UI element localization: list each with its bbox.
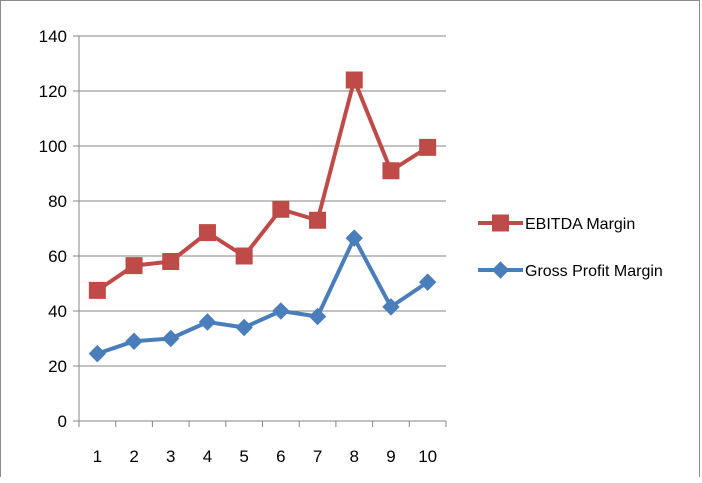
x-tick-label: 9 (386, 447, 395, 466)
data-point-ebitda-margin (309, 211, 327, 229)
legend: EBITDA Margin Gross Profit Margin (478, 214, 663, 280)
data-point-ebitda-margin (382, 162, 400, 180)
legend-swatch-marker (492, 214, 509, 232)
x-tick-label: 4 (203, 447, 212, 466)
y-axis-tick-labels: 0 20 40 60 80 100 120 140 (39, 27, 67, 431)
data-point-gross-profit-margin (198, 313, 217, 331)
data-point-gross-profit-margin (418, 273, 437, 291)
series-gross-profit-margin (88, 229, 437, 363)
data-point-ebitda-margin (235, 247, 253, 265)
series-ebitda-margin (88, 71, 437, 299)
series-layer (88, 71, 437, 363)
legend-label: Gross Profit Margin (525, 263, 663, 280)
data-point-gross-profit-margin (308, 307, 327, 326)
data-point-ebitda-margin (125, 257, 143, 275)
grid-lines (79, 35, 446, 367)
y-tick-label: 40 (48, 302, 67, 321)
x-tick-label: 6 (276, 447, 285, 466)
legend-label: EBITDA Margin (525, 216, 635, 233)
x-tick-label: 3 (166, 447, 175, 466)
y-tick-label: 100 (39, 137, 67, 156)
data-point-gross-profit-margin (382, 298, 400, 316)
series-line-ebitda-margin (96, 78, 429, 293)
data-point-gross-profit-margin (272, 302, 290, 320)
y-tick-label: 140 (39, 27, 67, 46)
data-point-gross-profit-margin (88, 344, 107, 363)
y-tick-label: 0 (58, 412, 67, 431)
x-tick-label: 1 (93, 447, 102, 466)
x-tick-label: 10 (418, 447, 437, 466)
y-tick-label: 80 (48, 192, 67, 211)
x-tick-label: 8 (350, 447, 359, 466)
data-point-ebitda-margin (345, 71, 363, 89)
data-point-gross-profit-margin (162, 329, 180, 348)
data-point-ebitda-margin (198, 224, 216, 242)
data-point-ebitda-margin (419, 138, 437, 156)
x-axis-tick-labels: 1 2 3 4 5 6 7 8 9 10 (93, 447, 437, 466)
data-point-ebitda-margin (88, 281, 106, 299)
x-tick-label: 2 (129, 447, 138, 466)
y-tick-label: 20 (48, 357, 67, 376)
x-tick-label: 5 (239, 447, 248, 466)
legend-item-gross-profit-margin: Gross Profit Margin (478, 261, 663, 280)
data-point-ebitda-margin (272, 200, 290, 218)
data-point-gross-profit-margin (235, 318, 253, 337)
data-point-ebitda-margin (162, 253, 180, 270)
series-line-gross-profit-margin (96, 236, 429, 356)
axes (73, 35, 447, 427)
legend-item-ebitda-margin: EBITDA Margin (478, 214, 635, 233)
y-tick-label: 60 (48, 247, 67, 266)
data-point-gross-profit-margin (125, 332, 143, 350)
y-tick-label: 120 (39, 82, 67, 101)
data-point-gross-profit-margin (345, 229, 363, 247)
legend-swatch-marker (491, 261, 510, 279)
x-tick-label: 7 (313, 447, 322, 466)
